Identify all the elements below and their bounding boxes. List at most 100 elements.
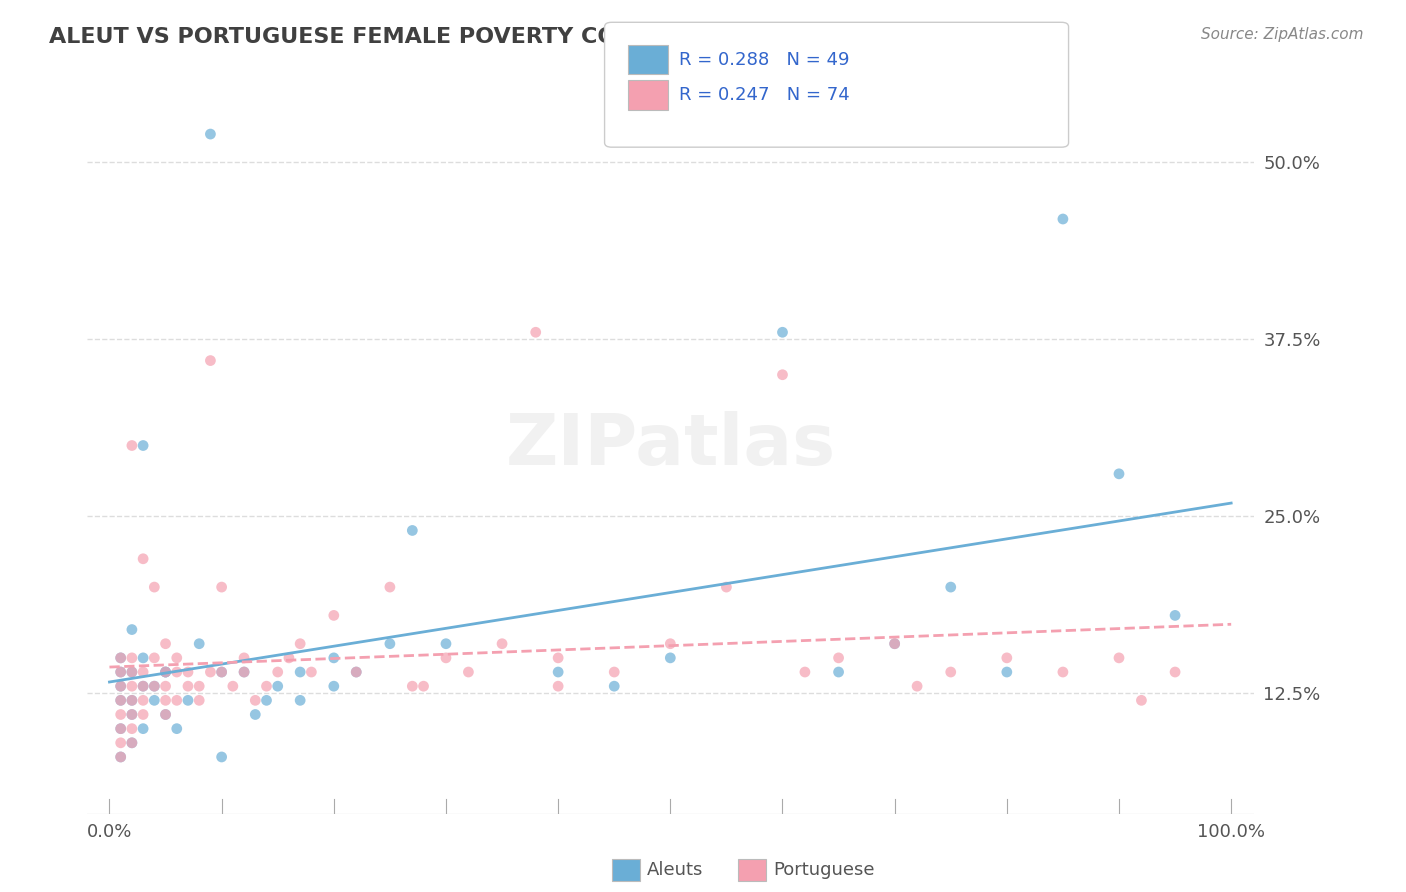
Point: [121, 623, 143, 637]
Point: [121, 736, 143, 750]
Point: [256, 679, 278, 693]
Point: [716, 580, 738, 594]
Point: [121, 722, 143, 736]
Text: ZIPatlas: ZIPatlas: [505, 411, 835, 480]
Point: [793, 665, 815, 679]
Point: [121, 707, 143, 722]
Point: [200, 127, 222, 141]
Point: [155, 679, 177, 693]
Point: [121, 736, 143, 750]
Text: Source: ZipAtlas.com: Source: ZipAtlas.com: [1201, 27, 1364, 42]
Point: [132, 551, 155, 566]
Point: [245, 707, 267, 722]
Point: [1052, 665, 1074, 679]
Point: [267, 679, 290, 693]
Point: [603, 679, 626, 693]
Point: [132, 722, 155, 736]
Point: [256, 693, 278, 707]
Point: [457, 665, 479, 679]
Point: [322, 651, 344, 665]
Point: [155, 693, 177, 707]
Point: [155, 707, 177, 722]
Point: [121, 665, 143, 679]
Point: [412, 679, 434, 693]
Point: [143, 651, 166, 665]
Point: [267, 665, 290, 679]
Point: [827, 665, 849, 679]
Point: [344, 665, 367, 679]
Point: [344, 665, 367, 679]
Point: [288, 637, 311, 651]
Point: [299, 665, 322, 679]
Point: [995, 651, 1018, 665]
Point: [200, 353, 222, 368]
Point: [143, 580, 166, 594]
Point: [166, 665, 188, 679]
Point: [211, 665, 233, 679]
Point: [110, 693, 132, 707]
Point: [110, 693, 132, 707]
Point: [1108, 467, 1130, 481]
Point: [233, 651, 256, 665]
Point: [121, 438, 143, 452]
Point: [132, 665, 155, 679]
Point: [110, 679, 132, 693]
Point: [1130, 693, 1153, 707]
Point: [110, 665, 132, 679]
Point: [110, 665, 132, 679]
Point: [121, 679, 143, 693]
Point: [132, 693, 155, 707]
Point: [491, 637, 513, 651]
Point: [110, 651, 132, 665]
Point: [155, 665, 177, 679]
Point: [434, 651, 457, 665]
Point: [827, 651, 849, 665]
Point: [434, 637, 457, 651]
Point: [322, 608, 344, 623]
Point: [110, 651, 132, 665]
Point: [110, 750, 132, 764]
Point: [939, 665, 962, 679]
Point: [995, 665, 1018, 679]
Point: [245, 693, 267, 707]
Text: ALEUT VS PORTUGUESE FEMALE POVERTY CORRELATION CHART: ALEUT VS PORTUGUESE FEMALE POVERTY CORRE…: [49, 27, 848, 46]
Point: [401, 524, 423, 538]
Point: [177, 679, 200, 693]
Point: [222, 679, 245, 693]
Point: [110, 736, 132, 750]
Point: [132, 651, 155, 665]
Point: [603, 665, 626, 679]
Point: [1108, 651, 1130, 665]
Point: [110, 750, 132, 764]
Point: [188, 679, 211, 693]
Point: [659, 651, 682, 665]
Point: [121, 665, 143, 679]
Point: [110, 707, 132, 722]
Point: [166, 651, 188, 665]
Point: [939, 580, 962, 594]
Point: [547, 651, 569, 665]
Point: [883, 637, 905, 651]
Point: [1164, 665, 1187, 679]
Point: [188, 637, 211, 651]
Text: Aleuts: Aleuts: [647, 861, 703, 879]
Point: [200, 665, 222, 679]
Point: [211, 750, 233, 764]
Point: [121, 693, 143, 707]
Point: [110, 679, 132, 693]
Point: [155, 665, 177, 679]
Point: [1164, 608, 1187, 623]
Text: R = 0.247   N = 74: R = 0.247 N = 74: [679, 87, 849, 104]
Point: [1052, 212, 1074, 227]
Point: [378, 637, 401, 651]
Point: [905, 679, 928, 693]
Point: [883, 637, 905, 651]
Point: [110, 722, 132, 736]
Point: [132, 679, 155, 693]
Point: [211, 665, 233, 679]
Point: [166, 722, 188, 736]
Point: [772, 368, 794, 382]
Point: [166, 693, 188, 707]
Point: [278, 651, 301, 665]
Point: [288, 693, 311, 707]
